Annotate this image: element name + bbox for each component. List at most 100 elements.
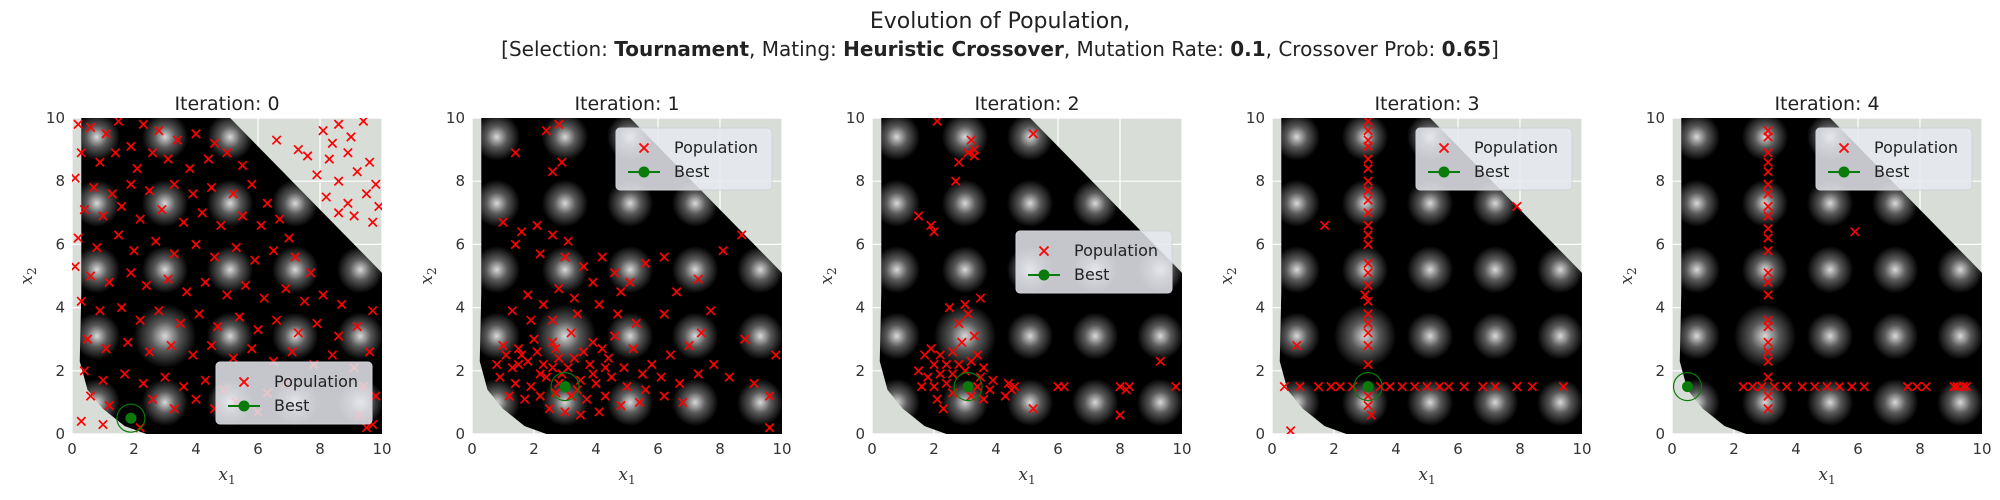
population-point	[541, 372, 552, 382]
population-point	[1384, 381, 1395, 392]
population-point	[510, 378, 521, 389]
population-point	[240, 280, 251, 291]
population-point	[290, 252, 301, 262]
population-point	[1363, 185, 1373, 196]
population-point	[1902, 381, 1913, 392]
population-point	[1363, 118, 1373, 126]
population-point	[349, 211, 359, 221]
population-point	[132, 163, 142, 174]
population-point	[116, 201, 127, 212]
x-tick-label: 4	[191, 440, 201, 458]
population-point	[268, 245, 279, 256]
x-axis-label: x1	[618, 465, 635, 487]
landscape-peak	[1006, 312, 1054, 360]
population-point	[1757, 381, 1767, 392]
population-point	[364, 157, 375, 168]
population-point	[135, 214, 146, 224]
population-point	[129, 245, 139, 256]
legend-population-label: Population	[274, 372, 358, 391]
population-point	[110, 147, 121, 158]
population-point	[569, 293, 580, 303]
population-point	[950, 176, 961, 187]
population-point	[107, 189, 118, 199]
population-point	[1859, 381, 1870, 392]
legend: Population Best	[215, 361, 373, 425]
y-tick-label: 2	[455, 362, 465, 380]
population-point	[1295, 381, 1305, 392]
population-point	[659, 391, 670, 401]
population-point	[1958, 381, 1969, 392]
landscape-peak	[737, 312, 782, 360]
population-point	[1797, 381, 1808, 392]
landscape-peak	[141, 378, 189, 427]
x-tick-label: 6	[653, 440, 663, 458]
best-point	[962, 381, 974, 393]
population-point	[126, 141, 136, 152]
population-point	[200, 277, 211, 288]
population-point	[557, 157, 567, 168]
population-point	[138, 378, 149, 389]
population-point	[1763, 233, 1773, 243]
population-point	[929, 226, 939, 237]
y-axis-label: x2	[817, 267, 839, 284]
population-point	[507, 362, 518, 373]
population-point	[600, 391, 611, 401]
population-point	[526, 315, 536, 326]
population-point	[324, 154, 335, 164]
legend-box	[615, 127, 773, 191]
landscape-peak	[1406, 312, 1454, 360]
population-point	[212, 321, 223, 332]
population-point	[1763, 201, 1773, 212]
population-point	[1028, 128, 1039, 139]
population-point	[612, 309, 623, 319]
y-axis-label: x2	[1617, 267, 1639, 284]
legend-box	[1015, 230, 1173, 294]
population-point	[237, 160, 248, 171]
landscape-peak	[1679, 179, 1721, 228]
population-point	[284, 233, 294, 243]
population-point	[1763, 132, 1773, 142]
population-point	[1363, 220, 1373, 231]
population-point	[237, 211, 248, 221]
landscape-peak	[606, 312, 654, 360]
population-point	[1363, 230, 1373, 240]
population-point	[352, 166, 363, 177]
population-point	[1335, 381, 1346, 392]
x-tick-label: 6	[1053, 440, 1063, 458]
population-point	[913, 211, 924, 221]
population-point	[281, 283, 291, 294]
subplot-title: Iteration: 4	[1774, 93, 1879, 115]
population-point	[1363, 141, 1373, 152]
landscape-peak	[479, 179, 521, 228]
population-point	[519, 394, 530, 405]
title-part: ]	[1491, 37, 1499, 61]
population-point	[361, 422, 372, 433]
population-point	[305, 268, 316, 278]
landscape-peak	[541, 179, 589, 228]
population-point	[104, 400, 115, 411]
population-point	[150, 236, 161, 247]
x-tick-label: 8	[1115, 440, 1125, 458]
title-part: , Mating:	[749, 37, 843, 61]
population-point	[144, 347, 155, 357]
population-point	[361, 189, 372, 199]
population-point	[1558, 381, 1569, 392]
population-point	[370, 179, 381, 190]
landscape-peak	[1679, 118, 1721, 161]
legend-population-marker	[238, 376, 250, 388]
population-point	[1313, 381, 1324, 392]
population-point	[1763, 223, 1773, 234]
population-point	[1512, 201, 1522, 212]
population-point	[966, 356, 977, 367]
population-point	[333, 119, 344, 130]
landscape-peak	[533, 304, 597, 369]
population-point	[960, 299, 970, 310]
population-point	[98, 211, 108, 221]
x-tick-label: 10	[1172, 440, 1191, 458]
population-point	[172, 135, 183, 145]
x-axis-label: x1	[218, 465, 235, 487]
landscape-peak	[141, 245, 189, 294]
landscape-peak	[1279, 118, 1321, 161]
population-point	[166, 340, 177, 351]
population-point	[153, 125, 164, 136]
